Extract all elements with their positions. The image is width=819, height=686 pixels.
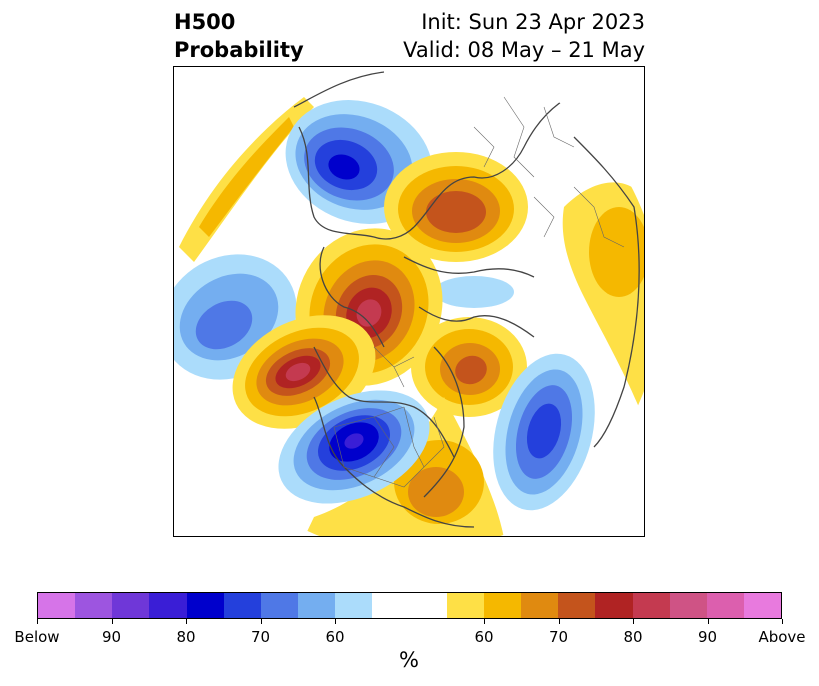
colorbar-tick-mark <box>708 619 709 624</box>
anomaly-above-northwest <box>179 97 314 262</box>
colorbar-tick-mark <box>112 619 113 624</box>
colorbar <box>37 592 782 619</box>
colorbar-cell <box>446 593 484 618</box>
colorbar-tick-label: 90 <box>697 628 718 646</box>
colorbar-unit-label: % <box>399 648 419 672</box>
title-product: Probability <box>174 38 304 62</box>
colorbar-tick-mark <box>559 619 560 624</box>
valid-period: Valid: 08 May – 21 May <box>403 38 645 62</box>
colorbar-tick-label: 70 <box>548 628 569 646</box>
colorbar-tick-mark <box>37 619 38 624</box>
colorbar-cell <box>558 593 596 618</box>
colorbar-tick-label: Below <box>14 628 60 646</box>
colorbar-tick-mark <box>633 619 634 624</box>
colorbar-cell <box>75 593 113 618</box>
colorbar-cell <box>706 593 744 618</box>
colorbar-cell <box>743 593 782 618</box>
colorbar-cell <box>223 593 261 618</box>
colorbar-tick-label: 90 <box>101 628 122 646</box>
colorbar-tick-mark <box>335 619 336 624</box>
colorbar-tick-label: 60 <box>474 628 494 646</box>
anomaly-above-northeast <box>384 152 528 262</box>
anomaly-above-east <box>562 182 644 447</box>
probability-map <box>173 66 645 537</box>
colorbar-cell <box>483 593 522 618</box>
init-date: Init: Sun 23 Apr 2023 <box>421 10 645 34</box>
colorbar-tick-label: Above <box>758 628 806 646</box>
colorbar-tick-mark <box>261 619 262 624</box>
colorbar-cell <box>112 593 150 618</box>
title-right: Init: Sun 23 Apr 2023 Valid: 08 May – 21… <box>403 8 645 64</box>
colorbar-cell <box>632 593 670 618</box>
colorbar-tick-label: 80 <box>176 628 196 646</box>
colorbar-tick-mark <box>484 619 485 624</box>
colorbar-cell <box>260 593 299 618</box>
colorbar-cell <box>521 593 559 618</box>
colorbar-cell <box>186 593 224 618</box>
anomaly-above-canada <box>411 317 527 417</box>
map-canvas <box>174 71 644 536</box>
colorbar-cell <box>409 593 447 618</box>
colorbar-cell <box>38 593 76 618</box>
coastlines <box>293 71 644 528</box>
colorbar-tick-mark <box>782 619 783 624</box>
colorbar-tick-label: 60 <box>325 628 345 646</box>
colorbar-cell <box>298 593 336 618</box>
anomaly-below-north-america <box>278 390 430 504</box>
colorbar-tick-label: 80 <box>623 628 643 646</box>
title-left: H500 Probability <box>174 8 304 64</box>
colorbar-cell <box>335 593 373 618</box>
colorbar-tick-mark <box>186 619 187 624</box>
colorbar-cell <box>149 593 187 618</box>
anomaly-below-atlantic <box>493 353 595 511</box>
colorbar-cell <box>595 593 633 618</box>
colorbar-cell <box>372 593 410 618</box>
colorbar-tick-label: 70 <box>250 628 271 646</box>
colorbar-cell <box>669 593 707 618</box>
title-variable: H500 <box>174 10 236 34</box>
political-borders <box>333 96 625 488</box>
anomaly-below-center-small <box>434 276 514 308</box>
